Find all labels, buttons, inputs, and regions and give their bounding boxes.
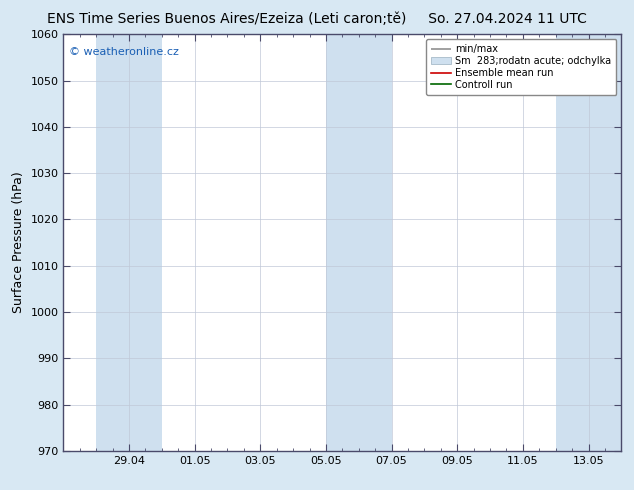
Text: © weatheronline.cz: © weatheronline.cz (69, 47, 179, 57)
Bar (555, 34, 621, 451)
Legend: min/max, Sm  283;rodatn acute; odchylka, Ensemble mean run, Controll run: min/max, Sm 283;rodatn acute; odchylka, … (426, 39, 616, 95)
Text: ENS Time Series Buenos Aires/Ezeiza (Leti caron;tě)     So. 27.04.2024 11 UTC: ENS Time Series Buenos Aires/Ezeiza (Let… (47, 12, 587, 26)
Bar (326, 34, 392, 451)
Y-axis label: Surface Pressure (hPa): Surface Pressure (hPa) (12, 172, 25, 314)
Bar (96, 34, 162, 451)
